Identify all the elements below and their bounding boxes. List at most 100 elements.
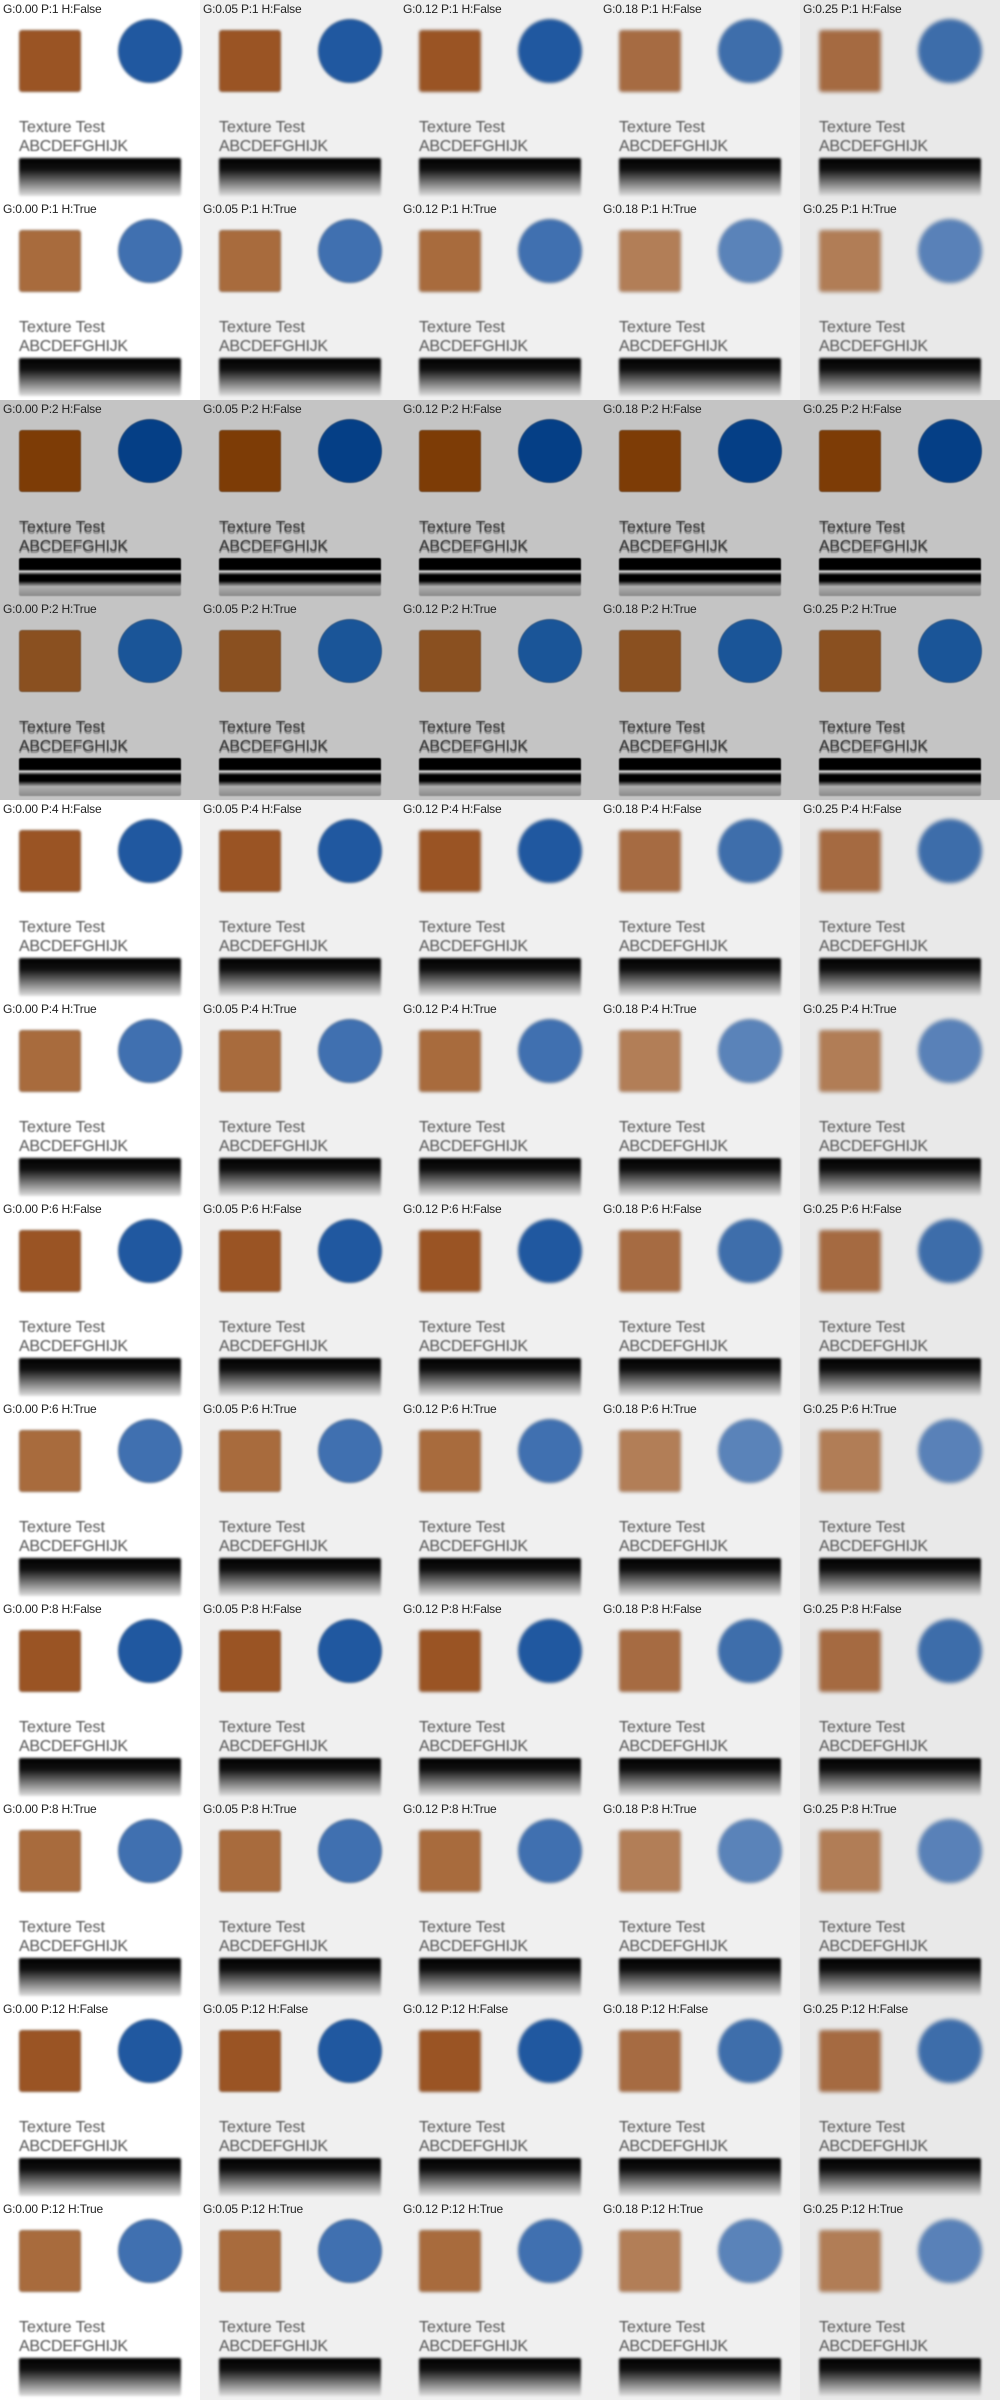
test-cell: G:0.00 P:4 H:False Texture Test ABCDEFGHIJ…: [0, 800, 200, 1000]
texture-test-title: Texture Test: [819, 1719, 905, 1736]
alphabet-sample: ABCDEFGHIJK: [819, 1738, 928, 1755]
texture-test-title: Texture Test: [619, 2119, 705, 2136]
texture-test-title: Texture Test: [219, 319, 305, 336]
brown-square-swatch: [19, 1830, 81, 1892]
gradient-strip: [819, 958, 981, 996]
alphabet-sample: ABCDEFGHIJK: [19, 938, 128, 955]
brown-square-swatch: [219, 2230, 281, 2292]
test-cell: G:0.00 P:8 H:False Texture Test ABCDEFGHIJ…: [0, 1600, 200, 1800]
brown-square-swatch: [219, 830, 281, 892]
brown-square-swatch: [19, 2030, 81, 2092]
blue-circle-swatch: [318, 2219, 382, 2283]
blue-circle-swatch: [718, 2219, 782, 2283]
test-cell: G:0.25 P:8 H:True Texture Test ABCDEFGHIJK: [800, 1800, 1000, 2000]
alphabet-sample: ABCDEFGHIJK: [819, 2338, 928, 2355]
blue-circle-swatch: [318, 1219, 382, 1283]
test-cell: G:0.00 P:1 H:False Texture Test ABCDEFGHIJ…: [0, 0, 200, 200]
cell-parameter-label: G:0.25 P:1 H:True: [803, 202, 897, 216]
texture-test-title: Texture Test: [619, 119, 705, 136]
gradient-strip: [619, 158, 781, 196]
test-cell: G:0.25 P:1 H:False Texture Test ABCDEFGHIJ…: [800, 0, 1000, 200]
brown-square-swatch: [819, 1830, 881, 1892]
blue-circle-swatch: [918, 1619, 982, 1683]
blue-circle-swatch: [718, 819, 782, 883]
cell-parameter-label: G:0.05 P:4 H:True: [203, 1002, 297, 1016]
cell-parameter-label: G:0.00 P:6 H:False: [3, 1202, 102, 1216]
cell-parameter-label: G:0.25 P:12 H:False: [803, 2002, 908, 2016]
alphabet-sample: ABCDEFGHIJK: [619, 2138, 728, 2155]
brown-square-swatch: [219, 230, 281, 292]
brown-square-swatch: [619, 1830, 681, 1892]
cell-parameter-label: G:0.25 P:4 H:True: [803, 1002, 897, 1016]
gradient-strip: [19, 958, 181, 996]
texture-test-title: Texture Test: [219, 1319, 305, 1336]
blue-circle-swatch: [918, 2219, 982, 2283]
brown-square-swatch: [219, 1830, 281, 1892]
gradient-strip: [219, 1358, 381, 1396]
blue-circle-swatch: [718, 1819, 782, 1883]
test-cell: G:0.18 P:4 H:False Texture Test ABCDEFGHIJ…: [600, 800, 800, 1000]
brown-square-swatch: [619, 1230, 681, 1292]
blue-circle-swatch: [918, 2019, 982, 2083]
test-cell: G:0.18 P:8 H:False Texture Test ABCDEFGHIJ…: [600, 1600, 800, 1800]
brown-square-swatch: [419, 2230, 481, 2292]
texture-test-title: Texture Test: [819, 1919, 905, 1936]
alphabet-sample: ABCDEFGHIJK: [819, 738, 928, 755]
alphabet-sample: ABCDEFGHIJK: [819, 1338, 928, 1355]
brown-square-swatch: [19, 2230, 81, 2292]
gradient-strip: [619, 558, 781, 596]
alphabet-sample: ABCDEFGHIJK: [619, 1138, 728, 1155]
test-cell: G:0.00 P:8 H:True Texture Test ABCDEFGHIJK: [0, 1800, 200, 2000]
cell-parameter-label: G:0.00 P:2 H:True: [3, 602, 97, 616]
blue-circle-swatch: [318, 819, 382, 883]
test-cell: G:0.25 P:6 H:True Texture Test ABCDEFGHIJK: [800, 1400, 1000, 1600]
test-cell: G:0.12 P:1 H:False Texture Test ABCDEFGHIJ…: [400, 0, 600, 200]
blue-circle-swatch: [118, 419, 182, 483]
brown-square-swatch: [419, 1030, 481, 1092]
blue-circle-swatch: [918, 419, 982, 483]
alphabet-sample: ABCDEFGHIJK: [19, 338, 128, 355]
cell-parameter-label: G:0.05 P:6 H:False: [203, 1202, 302, 1216]
gradient-strip: [219, 958, 381, 996]
alphabet-sample: ABCDEFGHIJK: [619, 138, 728, 155]
alphabet-sample: ABCDEFGHIJK: [419, 1138, 528, 1155]
cell-parameter-label: G:0.05 P:6 H:True: [203, 1402, 297, 1416]
brown-square-swatch: [219, 1030, 281, 1092]
brown-square-swatch: [219, 1430, 281, 1492]
cell-parameter-label: G:0.00 P:1 H:False: [3, 2, 102, 16]
brown-square-swatch: [819, 2230, 881, 2292]
gradient-strip: [419, 1158, 581, 1196]
test-cell: G:0.00 P:12 H:False Texture Test ABCDEFGHI…: [0, 2000, 200, 2200]
cell-parameter-label: G:0.18 P:2 H:False: [603, 402, 702, 416]
blue-circle-swatch: [318, 1419, 382, 1483]
blue-circle-swatch: [518, 819, 582, 883]
blue-circle-swatch: [318, 219, 382, 283]
texture-test-title: Texture Test: [419, 2119, 505, 2136]
gradient-strip: [219, 1158, 381, 1196]
gradient-strip: [419, 1358, 581, 1396]
gradient-strip: [219, 758, 381, 796]
blue-circle-swatch: [118, 1019, 182, 1083]
alphabet-sample: ABCDEFGHIJK: [19, 1138, 128, 1155]
brown-square-swatch: [19, 830, 81, 892]
texture-test-title: Texture Test: [19, 2319, 105, 2336]
texture-test-title: Texture Test: [219, 519, 305, 536]
texture-test-title: Texture Test: [819, 1519, 905, 1536]
blue-circle-swatch: [718, 619, 782, 683]
alphabet-sample: ABCDEFGHIJK: [219, 338, 328, 355]
texture-test-title: Texture Test: [419, 1319, 505, 1336]
alphabet-sample: ABCDEFGHIJK: [219, 538, 328, 555]
blue-circle-swatch: [518, 219, 582, 283]
brown-square-swatch: [219, 1630, 281, 1692]
blue-circle-swatch: [518, 1219, 582, 1283]
brown-square-swatch: [819, 230, 881, 292]
brown-square-swatch: [819, 430, 881, 492]
gradient-strip: [419, 358, 581, 396]
test-cell: G:0.00 P:2 H:False Texture Test ABCDEFGHIJ…: [0, 400, 200, 600]
gradient-strip: [819, 2358, 981, 2396]
brown-square-swatch: [219, 630, 281, 692]
alphabet-sample: ABCDEFGHIJK: [219, 1338, 328, 1355]
brown-square-swatch: [419, 1430, 481, 1492]
test-cell: G:0.25 P:4 H:False Texture Test ABCDEFGHIJ…: [800, 800, 1000, 1000]
